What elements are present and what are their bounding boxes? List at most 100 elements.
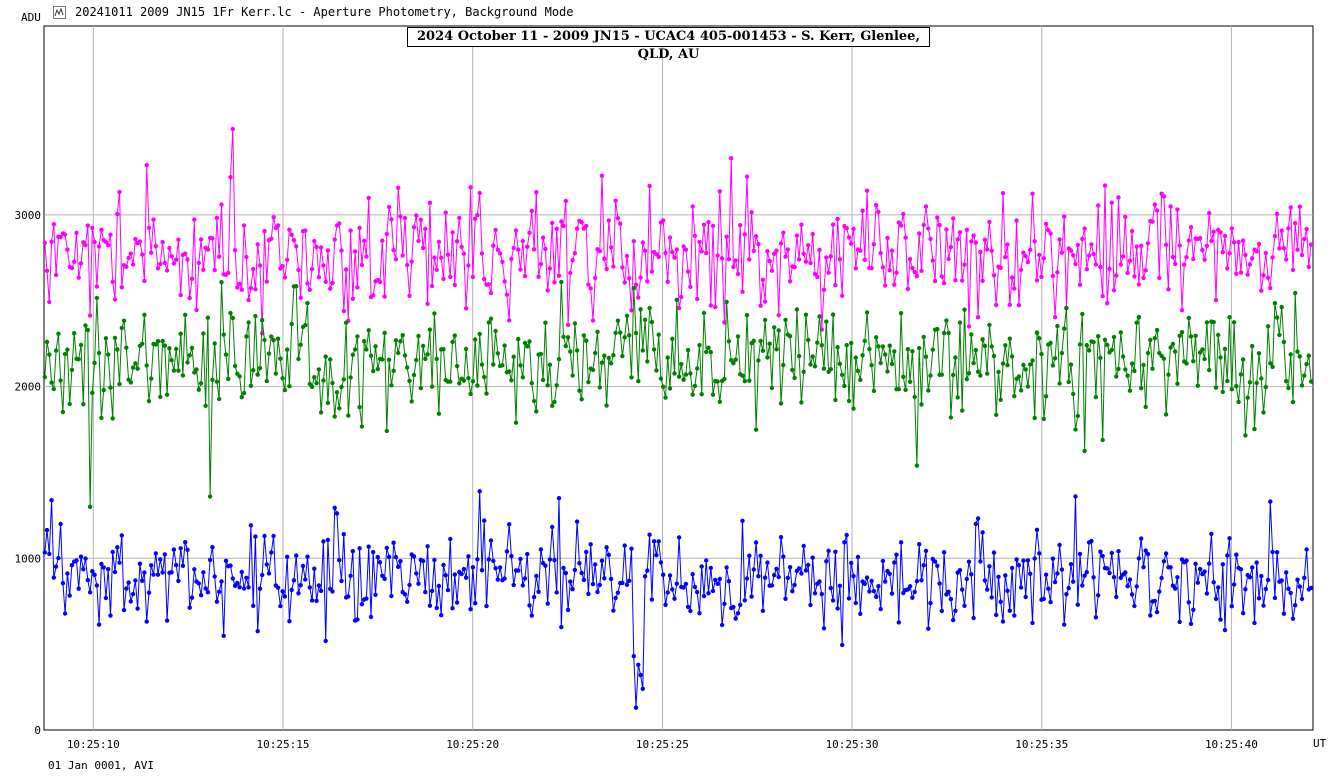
data-point: [1229, 604, 1235, 609]
data-point: [44, 339, 50, 345]
data-point: [756, 241, 761, 247]
data-point: [772, 572, 777, 578]
data-point: [903, 235, 908, 240]
data-point: [343, 320, 349, 325]
data-point: [219, 202, 224, 207]
data-point: [964, 377, 969, 382]
data-point: [432, 557, 437, 563]
data-point: [1143, 404, 1148, 410]
data-point: [649, 597, 655, 602]
data-point: [885, 235, 890, 241]
data-point: [1197, 236, 1203, 241]
data-point: [1145, 551, 1151, 557]
data-point: [640, 686, 645, 691]
data-point: [772, 325, 777, 330]
data-point: [835, 216, 840, 222]
data-point: [613, 595, 618, 601]
data-point: [1202, 257, 1207, 262]
data-point: [1240, 238, 1246, 243]
x-tick-label: 10:25:15: [257, 738, 310, 751]
data-point: [1290, 267, 1296, 273]
data-point: [323, 354, 328, 359]
data-point: [1041, 416, 1047, 422]
data-point: [176, 368, 181, 373]
data-point: [1209, 238, 1214, 244]
data-point: [1259, 573, 1264, 579]
x-tick-label: 10:25:25: [636, 738, 689, 751]
data-point: [803, 259, 809, 264]
data-point: [119, 533, 125, 538]
data-point: [128, 380, 133, 385]
data-point: [294, 284, 299, 289]
data-point: [985, 587, 990, 592]
data-point: [1154, 208, 1160, 213]
data-point: [724, 565, 729, 570]
data-point: [529, 613, 534, 618]
data-point: [774, 248, 779, 253]
data-point: [1191, 607, 1196, 612]
data-point: [667, 386, 673, 391]
data-point: [618, 221, 623, 226]
data-point: [1116, 366, 1121, 372]
data-point: [799, 400, 804, 405]
data-point: [289, 321, 294, 327]
data-point: [1091, 575, 1096, 580]
data-point: [425, 544, 430, 549]
data-point: [53, 564, 59, 569]
data-point: [790, 367, 795, 373]
data-point: [799, 571, 804, 576]
data-point: [726, 339, 732, 344]
data-point: [130, 262, 136, 267]
data-point: [676, 535, 682, 540]
data-point: [1050, 556, 1056, 561]
data-point: [1213, 596, 1219, 602]
data-point: [1132, 603, 1137, 609]
data-point: [951, 372, 956, 378]
data-point: [710, 392, 716, 397]
data-point: [1048, 231, 1053, 236]
data-point: [828, 254, 833, 259]
data-point: [855, 554, 861, 560]
data-point: [572, 567, 578, 573]
data-point: [552, 557, 557, 563]
data-point: [676, 305, 682, 311]
data-point: [563, 570, 568, 576]
data-point: [844, 226, 849, 231]
data-point: [817, 579, 822, 584]
data-point: [636, 295, 641, 300]
data-point: [864, 310, 870, 315]
data-point: [753, 540, 759, 545]
data-point: [618, 330, 623, 335]
data-point: [638, 275, 643, 280]
data-point: [568, 579, 573, 584]
data-point: [253, 313, 258, 319]
data-point: [1256, 241, 1262, 247]
data-point: [92, 360, 97, 366]
data-point: [645, 279, 650, 284]
data-point: [985, 247, 990, 252]
data-point: [878, 606, 883, 612]
data-point: [198, 593, 204, 598]
data-point: [679, 294, 684, 300]
data-point: [1279, 578, 1284, 583]
data-point: [228, 310, 233, 316]
data-point: [269, 236, 274, 241]
data-point: [96, 350, 102, 356]
data-point: [1007, 302, 1012, 307]
data-point: [547, 557, 553, 562]
data-point: [926, 226, 931, 231]
data-point: [241, 223, 247, 228]
data-point: [1299, 252, 1305, 258]
data-point: [538, 547, 544, 552]
data-point: [117, 189, 122, 195]
data-point: [964, 576, 969, 582]
data-point: [713, 577, 718, 583]
data-point: [830, 222, 836, 227]
data-point: [923, 354, 929, 359]
data-point: [774, 347, 779, 352]
data-point: [778, 535, 784, 540]
data-point: [56, 331, 61, 336]
data-point: [724, 299, 729, 305]
data-point: [932, 278, 938, 284]
data-point: [110, 549, 115, 555]
